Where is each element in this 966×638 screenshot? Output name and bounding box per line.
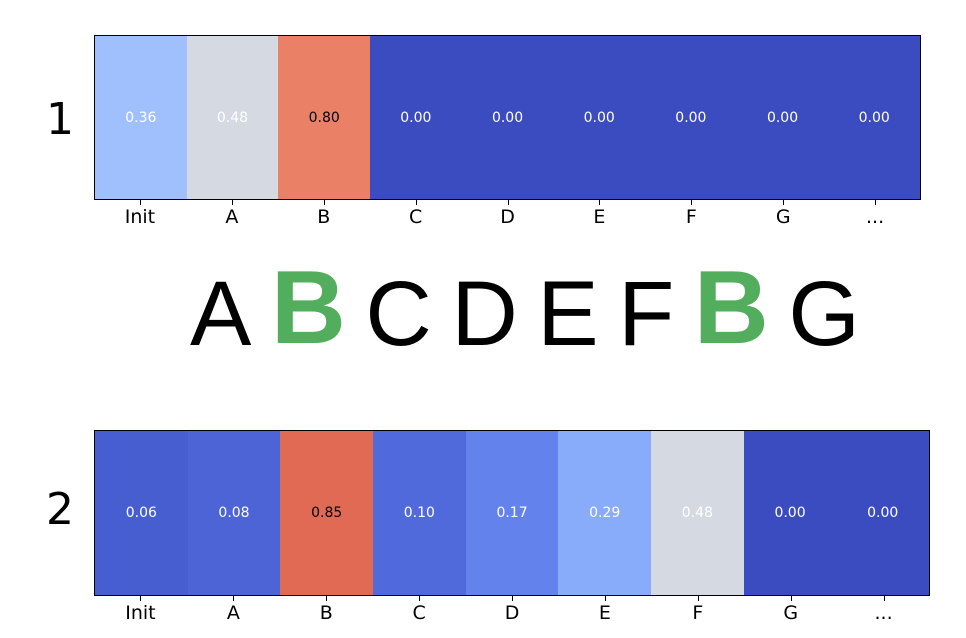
x-tick-label: B [278, 200, 370, 228]
heatmap-cell: 0.48 [186, 36, 279, 199]
x-tick-label: Init [94, 596, 187, 624]
x-tick-label: C [373, 596, 466, 624]
heatmap-2: 0.06 0.08 0.85 0.10 0.17 0.29 0.48 0.00 0.00 [94, 430, 930, 596]
heatmap-cell: 0.00 [743, 431, 837, 595]
heatmap-cell: 0.85 [280, 431, 374, 595]
x-tick-label: G [744, 596, 837, 624]
x-tick-label: ... [837, 596, 930, 624]
sequence-letter: F [618, 263, 675, 365]
heatmap-cell: 0.36 [95, 36, 187, 199]
x-tick-label: B [280, 596, 373, 624]
heatmap-cell: 0.00 [828, 36, 920, 199]
x-tick-label: D [466, 596, 559, 624]
heatmap-cell: 0.10 [373, 431, 466, 595]
heatmap-cell: 0.48 [651, 431, 744, 595]
row-label-1: 1 [46, 94, 74, 145]
sequence-letter: A [190, 263, 252, 365]
heatmap-1: 0.36 0.48 0.80 0.00 0.00 0.00 0.00 0.00 0.00 [94, 35, 921, 200]
heatmap-cell: 0.00 [736, 36, 829, 199]
heatmap-cell: 0.17 [465, 431, 559, 595]
heatmap-cell: 0.29 [558, 431, 652, 595]
x-tick-label: D [462, 200, 554, 228]
x-tick-label: E [558, 596, 651, 624]
heatmap-2-x-ticks: Init A B C D E F G... [94, 596, 930, 624]
heatmap-cell: 0.00 [370, 36, 462, 199]
heatmap-cell: 0.00 [836, 431, 929, 595]
sequence-letter: E [537, 263, 599, 365]
sequence-letter: C [365, 263, 432, 365]
x-tick-label: G [737, 200, 829, 228]
heatmap-cell: 0.00 [553, 36, 646, 199]
heatmap-cell: 0.00 [645, 36, 737, 199]
heatmap-cell: 0.80 [278, 36, 371, 199]
x-tick-label: Init [94, 200, 186, 228]
sequence-letter: G [788, 263, 860, 365]
heatmap-cell: 0.00 [461, 36, 554, 199]
heatmap-cell: 0.06 [95, 431, 188, 595]
heatmap-cell: 0.08 [187, 431, 281, 595]
x-tick-label: ... [829, 200, 921, 228]
heatmap-1-x-ticks: Init A B C D E F G... [94, 200, 921, 228]
x-tick-label: E [553, 200, 645, 228]
x-tick-label: A [186, 200, 278, 228]
sequence-letter: D [451, 263, 518, 365]
row-label-2: 2 [46, 484, 74, 535]
x-tick-label: C [370, 200, 462, 228]
x-tick-label: F [651, 596, 744, 624]
x-tick-label: F [645, 200, 737, 228]
sequence-letter-highlighted: B [270, 250, 346, 366]
sequence-letter-highlighted: B [693, 250, 769, 366]
x-tick-label: A [187, 596, 280, 624]
